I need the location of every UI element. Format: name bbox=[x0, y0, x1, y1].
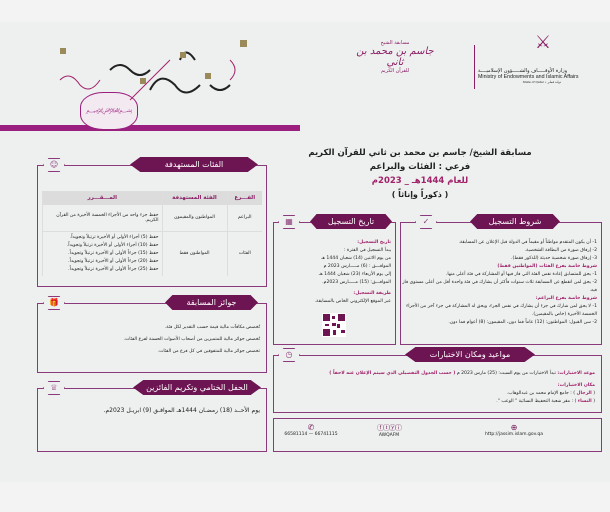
target-cell: المواطنون فقط bbox=[161, 231, 227, 276]
title-line3: للعام 1444هـ _ 2023م bbox=[371, 176, 469, 186]
categories-conditions-title: شروط خاصة بفرع الفئات (المواطنين فقط) bbox=[497, 264, 597, 269]
registration-date-label: تاريخ التسجيل: bbox=[357, 240, 391, 245]
title-line1: مسابقة الشيخ/ جاسم بن محمد بن ثاني للقرآ… bbox=[308, 148, 532, 158]
syllabus-item: حفظ (5) أجزاء الأولى أو الأخيرة ترتيلاً … bbox=[69, 234, 159, 240]
exams-place-label: مكان الاختبارات: bbox=[557, 383, 595, 388]
registration-date-line: الموافـــق: (15) مـــــارس 2023م. bbox=[322, 280, 391, 285]
syllabus-cell: حفظ (5) أجزاء الأولى أو الأخيرة ترتيلاً … bbox=[42, 231, 162, 276]
syllabus-cell: حفظ جزء واحد من الأجزاء الخمسة الأخيرة م… bbox=[42, 205, 162, 231]
target-cell: المواطنون والمقيمون bbox=[161, 205, 227, 231]
ceremony-text: يوم الأحــد (18) رمضـان 1444هـ الموافـق … bbox=[103, 407, 260, 414]
exams-date-line: موعد الاختبارات: تبدأ الاختبارات من يوم … bbox=[277, 370, 595, 378]
phone-icon: ✆ bbox=[307, 423, 315, 432]
women-place: : مقر شعبة التحفيظ النسائية " الوعب ". bbox=[496, 399, 574, 404]
column-header: المـــقـــرر bbox=[42, 191, 162, 205]
calendar-icon: ▦ bbox=[278, 215, 300, 229]
ministry-logo: وزارة الأوقـــــاف والشـــــؤون الإسلامي… bbox=[478, 68, 606, 84]
exams-date-note: ( حسب الجدول التفصيلي الذي سيتم الإعلان … bbox=[329, 371, 456, 376]
clock-calendar-icon: ◷ bbox=[278, 348, 300, 362]
competition-logo-top: مسابقة الشيخ bbox=[380, 40, 410, 46]
prize-item: تُخصص مكافآت مالية قيمة حسب التقدير لكل … bbox=[164, 325, 260, 330]
condition-item: 2- إرفاق صورة من البطاقة الشخصية. bbox=[524, 248, 597, 253]
exams-box: موعد الاختبارات: تبدأ الاختبارات من يوم … bbox=[273, 355, 602, 413]
exams-date-label: موعد الاختبارات: bbox=[557, 371, 595, 376]
men-label: الرجال bbox=[576, 391, 592, 396]
prize-item: تُخصص جوائز مالية للمتميزين من أصحاب الأ… bbox=[123, 337, 260, 342]
syllabus-item: حفظ (10) أجزاء الأولى أو الأخيرة ترتيلاً… bbox=[66, 242, 159, 248]
website-item[interactable]: ⊕ http://jassim.islam.gov.qa bbox=[454, 423, 574, 437]
prizes-title: جوائز المسابقة bbox=[165, 295, 258, 310]
calligraphy-letters bbox=[59, 40, 247, 101]
syllabus-item: حفظ جزء واحد من الأجزاء الخمسة الأخيرة م… bbox=[56, 212, 159, 223]
exams-men-line: ( الرجال ) : جامع الإمام محمد بن عبدالوه… bbox=[506, 391, 595, 396]
exams-women-line: ( النساء ) : مقر شعبة التحفيظ النسائية "… bbox=[496, 399, 595, 404]
condition-item: 1- يحق للمتسابق إعادة نفس الفئة التي فاز… bbox=[445, 272, 597, 277]
conditions-box: 1- أن يكون المتقدم مواطناً أو مقيماً في … bbox=[400, 222, 602, 345]
prizes-box: تُخصص مكافآت مالية قيمة حسب التقدير لكل … bbox=[37, 303, 267, 373]
ceremony-title: الحفل الختامي وتكريم الفائزين bbox=[133, 380, 261, 395]
people-icon: ☺ bbox=[43, 158, 65, 172]
prize-item: تخصص جوائز مالية للمتفوقين في كل فرع من … bbox=[157, 349, 260, 354]
social-item[interactable]: ⓕⓣⓨⓘ AWQAFM bbox=[354, 423, 424, 438]
condition-item: 2- سن القبول: المواطنون: (12) عاماً فما … bbox=[448, 320, 597, 325]
syllabus-item: حفظ (20) جزءاً الأولى أو الأخيرة ترتيلاً… bbox=[68, 258, 159, 264]
social-handle: AWQAFM bbox=[378, 433, 400, 438]
syllabus-item: حفظ (15) جزءاً الأولى أو الأخيرة ترتيلاً… bbox=[68, 250, 159, 256]
registration-box: تاريخ التسجيل: يبدأ التسجيل في الفترة : … bbox=[273, 222, 396, 345]
registration-date-line: يبدأ التسجيل في الفترة : bbox=[343, 248, 391, 253]
ministry-name-ar: وزارة الأوقـــــاف والشـــــؤون الإسلامي… bbox=[478, 68, 568, 74]
condition-item: 3- إرفاق صورة شخصية حديثة (للذكور فقط). bbox=[511, 256, 597, 261]
competition-logo-bottom: للقرآن الكريم bbox=[380, 68, 410, 74]
registration-date-line: الموافـــق : (6) مـــــارس 2023 م bbox=[323, 264, 391, 269]
branch-cell: البراعم bbox=[226, 205, 262, 231]
men-place: : جامع الإمام محمد بن عبدالوهاب. bbox=[506, 391, 572, 396]
ministry-name-en: Ministry of Endowments and Islamic Affai… bbox=[478, 74, 579, 80]
registration-date-line: من يوم الاثنين (14) شعبان 1444 هـ bbox=[321, 256, 391, 261]
registration-method-label: طريقة التسجيل: bbox=[353, 291, 391, 296]
competition-logo: مسابقة الشيخ جاسم بن محمد بن ثاني للقرآن… bbox=[350, 40, 440, 74]
conditions-title: شروط التسجيل bbox=[470, 214, 560, 229]
exams-title: مواعيد ومكان الاختبارات bbox=[405, 347, 535, 362]
trophy-icon: ♕ bbox=[43, 381, 65, 395]
registration-date-line: إلى يوم الأربعاء (23) شعبان 1444 هـ bbox=[318, 272, 391, 277]
ceremony-box: يوم الأحــد (18) رمضـان 1444هـ الموافـق … bbox=[37, 388, 267, 452]
header-divider bbox=[474, 45, 475, 89]
syllabus-item: حفظ (25) جزءاً الأولى أو الأخيرة ترتيلاً… bbox=[68, 266, 159, 272]
branch-cell: الفئات bbox=[226, 231, 262, 276]
title-line4: ( ذكوراً وإناثاً ) bbox=[391, 190, 449, 199]
phone-item: ✆ 66581114 — 66741115 bbox=[276, 423, 346, 437]
condition-item: 2- يحق لمن انقطع عن المسابقة ثلاث سنوات … bbox=[402, 280, 597, 293]
ministry-emblem-icon: ⚔ bbox=[534, 32, 552, 53]
state-label: State of Qatar • دولـة قطـر bbox=[522, 80, 562, 84]
contact-box: ⊕ http://jassim.islam.gov.qa ⓕⓣⓨⓘ AWQAFM… bbox=[273, 418, 602, 452]
registration-title: تاريخ التسجيل bbox=[310, 214, 392, 229]
phone-numbers: 66581114 — 66741115 bbox=[284, 432, 338, 437]
column-header: الفـــرع bbox=[226, 191, 262, 205]
globe-icon: ⊕ bbox=[510, 423, 518, 432]
calligraphy-badge: ﷽ bbox=[80, 92, 138, 130]
table-row: البراعم المواطنون والمقيمون حفظ جزء واحد… bbox=[42, 205, 262, 231]
table-row: الفئات المواطنون فقط حفظ (5) أجزاء الأول… bbox=[42, 231, 262, 276]
website-link[interactable]: http://jassim.islam.gov.qa bbox=[485, 432, 543, 437]
qr-code[interactable] bbox=[322, 313, 346, 337]
competition-logo-name: جاسم بن محمد بن ثاني bbox=[356, 46, 434, 68]
calligraphy-decoration bbox=[0, 125, 300, 131]
categories-box: الفـــرع الفئة المستهدفة المـــقـــرر ال… bbox=[37, 165, 267, 287]
women-label: النساء bbox=[577, 399, 592, 404]
title-block: مسابقة الشيخ/ جاسم بن محمد بن ثاني للقرآ… bbox=[300, 146, 540, 202]
column-header: الفئة المستهدفة bbox=[161, 191, 227, 205]
categories-title: الفئات المستهدفة bbox=[130, 157, 258, 172]
buds-conditions-title: شروط خاصة بفرع البراعم: bbox=[535, 296, 597, 301]
registration-method-text: عبر الموقع الإلكتروني الخاص بالمسابقة. bbox=[314, 299, 391, 304]
title-line2: فرعي : الفئات والبراعم bbox=[369, 162, 471, 172]
exams-date-text: تبدأ الاختبارات من يوم السبت: (25) مارس … bbox=[456, 371, 556, 376]
clipboard-icon: ✓ bbox=[415, 215, 437, 229]
categories-table: الفـــرع الفئة المستهدفة المـــقـــرر ال… bbox=[42, 191, 262, 276]
social-icons[interactable]: ⓕⓣⓨⓘ bbox=[377, 424, 402, 432]
gift-icon: 🎁 bbox=[43, 296, 65, 310]
condition-item: 1- لا يحق لمن شارك في جزء أن يشارك في نف… bbox=[406, 304, 597, 317]
condition-item: 1- أن يكون المتقدم مواطناً أو مقيماً في … bbox=[458, 240, 598, 245]
